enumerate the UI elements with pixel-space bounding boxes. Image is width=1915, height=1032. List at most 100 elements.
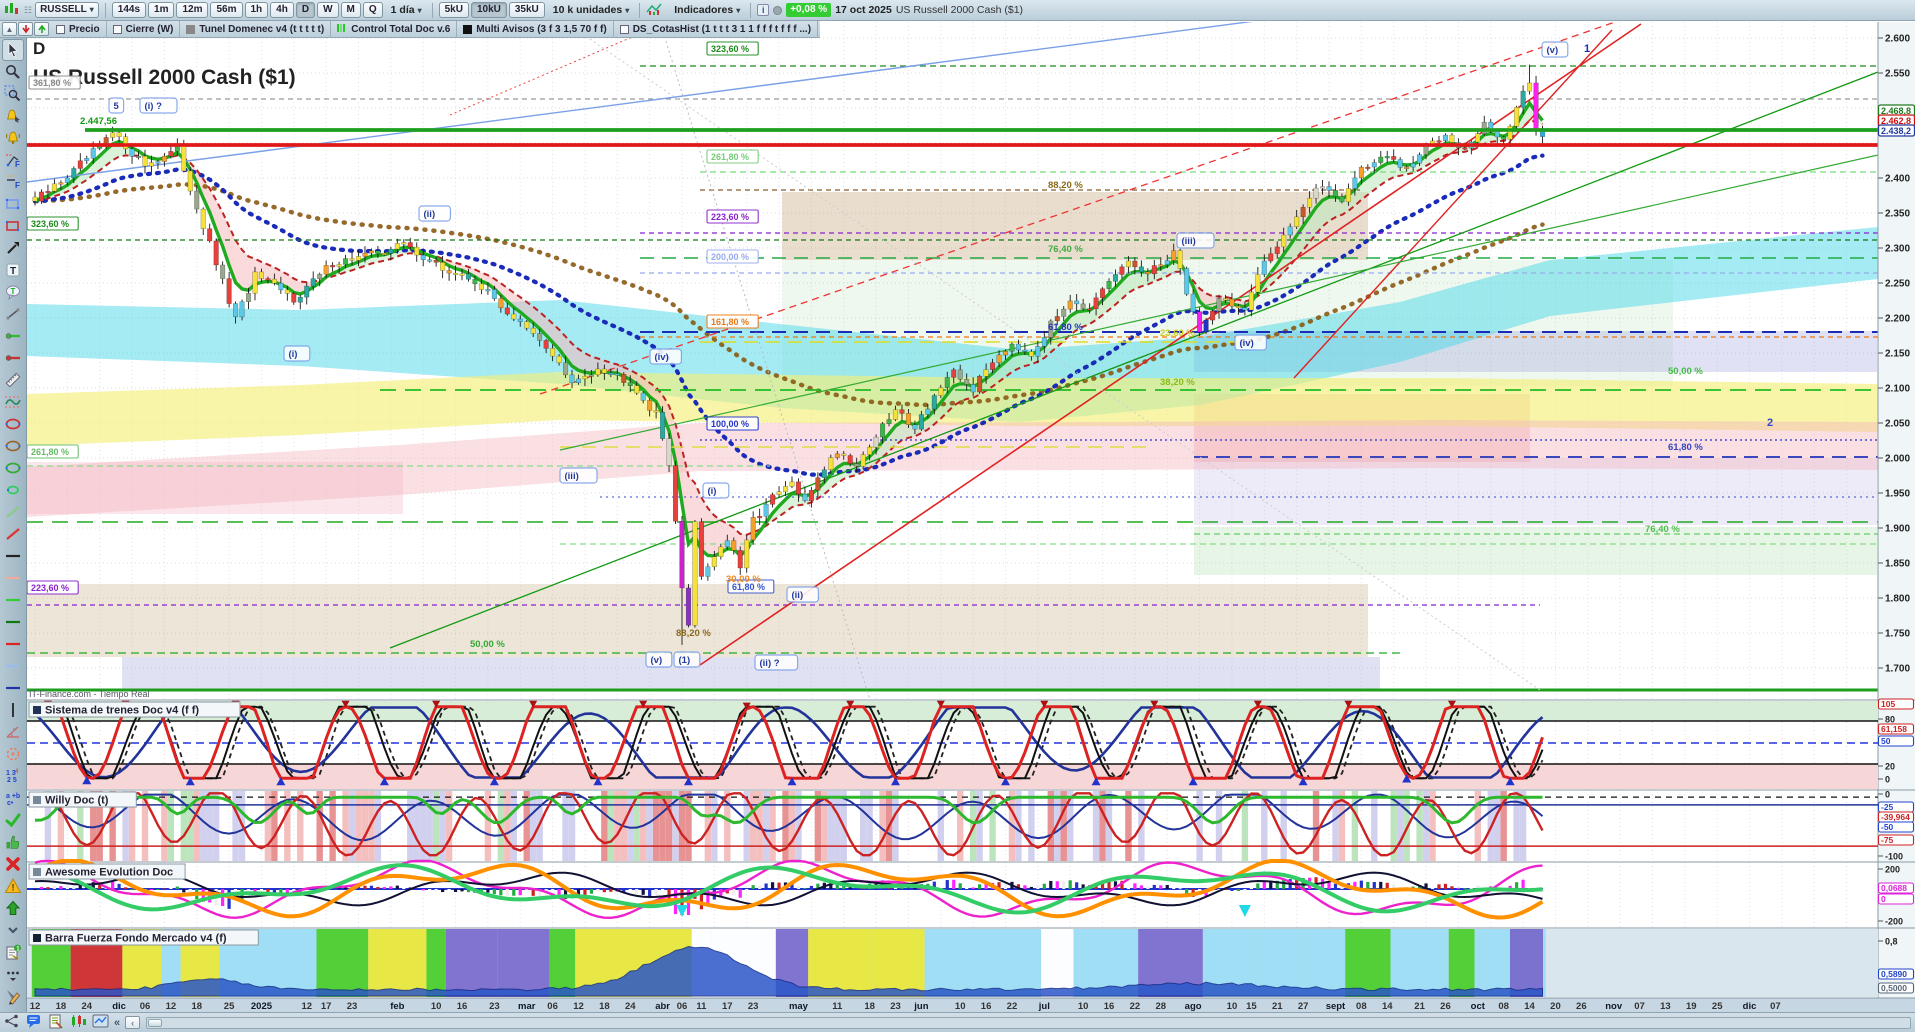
draw-tool[interactable] xyxy=(2,985,24,1007)
wave-label[interactable]: (ii) xyxy=(786,586,819,603)
fib-label[interactable]: 261,80 % xyxy=(27,444,79,459)
checkbox-icon[interactable] xyxy=(56,24,65,34)
callout-tool[interactable]: T xyxy=(2,281,24,303)
notes-tool[interactable]: 1 xyxy=(2,941,24,963)
wave-label[interactable]: 5 xyxy=(108,97,125,114)
timeframe-button-1h[interactable]: 1h xyxy=(244,2,269,18)
unit-button-35ku[interactable]: 35kU xyxy=(508,2,545,18)
wave-label[interactable]: (iii) xyxy=(559,467,598,484)
curve-tool[interactable] xyxy=(2,391,24,413)
units-dropdown[interactable]: 10 k unidades ▾ xyxy=(549,4,633,16)
timeframe-button-w[interactable]: W xyxy=(317,2,339,18)
fib-label[interactable]: 361,80 % xyxy=(28,75,81,90)
horizontal-scrollbar[interactable] xyxy=(146,1016,1911,1029)
like-tool[interactable] xyxy=(2,831,24,853)
fib-circle-tool[interactable] xyxy=(2,743,24,765)
unit-button-10ku[interactable]: 10kU xyxy=(470,2,507,18)
timeframe-button-d[interactable]: D xyxy=(295,2,316,18)
info-icon[interactable]: i xyxy=(757,4,770,16)
hline-navy-tool[interactable] xyxy=(2,677,24,699)
indicators-dropdown[interactable]: Indicadores ▾ xyxy=(670,4,744,16)
share-icon[interactable] xyxy=(4,1014,21,1032)
timeframe-button-12m[interactable]: 12m xyxy=(176,2,209,18)
hline-darkgreen-tool[interactable] xyxy=(2,611,24,633)
checkbox-icon[interactable] xyxy=(619,24,629,34)
wave-label[interactable]: (i) ? xyxy=(139,97,178,114)
collapse-panel-button[interactable]: ▲ xyxy=(2,22,17,36)
warning-tool[interactable]: ! xyxy=(2,875,24,897)
fib-label[interactable]: 223,60 % xyxy=(706,209,759,224)
fib-label[interactable]: 100,00 % xyxy=(706,416,759,431)
indicator-toggle-2[interactable]: Tunel Domenec v4 (t t t t t) xyxy=(180,20,332,38)
segment-tool[interactable] xyxy=(2,303,24,325)
chart-canvas[interactable]: D US Russell 2000 Cash ($1) IT-Finance.com… xyxy=(27,22,1915,1012)
elliott-letters-tool[interactable]: a +b c• xyxy=(2,787,24,809)
wave-label[interactable]: (ii) xyxy=(418,205,451,222)
trendline-red-tool[interactable] xyxy=(2,523,24,545)
alarm-tool[interactable] xyxy=(2,127,24,149)
ellipse-green-tool[interactable] xyxy=(2,457,24,479)
indicator-toggle-4[interactable]: Multi Avisos (3 f 3 1,5 70 f f) xyxy=(457,20,614,38)
indicator-f1-tool[interactable]: F xyxy=(2,149,24,171)
arrow-tool[interactable] xyxy=(2,237,24,259)
more-tool[interactable] xyxy=(2,963,24,985)
wave-label[interactable]: (ii) ? xyxy=(754,654,799,671)
ellipse-red-tool[interactable] xyxy=(2,413,24,435)
wave-label[interactable]: (v) xyxy=(645,651,673,668)
symbol-dropdown[interactable]: RUSSELL ▾ xyxy=(35,2,99,18)
cursor-tool[interactable] xyxy=(2,39,24,61)
vline-tool[interactable] xyxy=(2,699,24,721)
fib-label[interactable]: 261,80 % xyxy=(706,149,759,164)
hline-green-handle-tool[interactable] xyxy=(2,325,24,347)
ruler-tool[interactable] xyxy=(2,369,24,391)
fib-label[interactable]: 200,00 % xyxy=(706,249,759,264)
collapse-tool[interactable] xyxy=(2,919,24,941)
angle-tool[interactable]: ° xyxy=(2,721,24,743)
hline-green-tool[interactable] xyxy=(2,589,24,611)
chart-window-icon[interactable] xyxy=(92,1014,109,1032)
wave-label[interactable]: (iv) xyxy=(1234,334,1267,351)
hline-red-tool[interactable] xyxy=(2,633,24,655)
price-axis[interactable]: 2.6002.5502.5002.4002.3502.3002.2502.200… xyxy=(1877,22,1915,1012)
panel-header[interactable]: Willy Doc (t) xyxy=(28,791,137,808)
add-down-button[interactable] xyxy=(18,22,33,36)
timeframe-button-1m[interactable]: 1m xyxy=(148,2,175,18)
ellipse-small-green-tool[interactable] xyxy=(2,479,24,501)
fib-label[interactable]: 61,80 % xyxy=(727,579,775,594)
collapse-left-button[interactable]: « xyxy=(114,1016,121,1029)
date-axis[interactable]: 12 18 24 dic 06 12 18 25 2025 12 17 23 feb 10 16 23 mar 0… xyxy=(27,997,1915,1012)
scrollbar-thumb[interactable] xyxy=(148,1018,163,1027)
indicator-toggle-0[interactable]: Precio xyxy=(50,20,107,38)
confirm-tool[interactable] xyxy=(2,809,24,831)
checkbox-icon[interactable] xyxy=(112,24,122,34)
wave-label[interactable]: (iv) xyxy=(649,348,682,365)
indicator-toggle-3[interactable]: Control Total Doc v.6 xyxy=(331,20,458,38)
trendline-light-tool[interactable] xyxy=(2,501,24,523)
rect-red-tool[interactable] xyxy=(2,215,24,237)
comment-icon[interactable] xyxy=(26,1014,43,1032)
alarm-pointer-tool[interactable] xyxy=(2,105,24,127)
add-up-button[interactable] xyxy=(34,22,49,36)
hline-black-tool[interactable] xyxy=(2,545,24,567)
wave-label[interactable]: (iii) xyxy=(1176,232,1215,249)
timeframe-button-144s[interactable]: 144s xyxy=(111,2,147,18)
timeframe-button-4h[interactable]: 4h xyxy=(270,2,294,18)
wave-label[interactable]: (i) xyxy=(283,345,311,362)
ellipse-brown-tool[interactable] xyxy=(2,435,24,457)
unit-button-5ku[interactable]: 5kU xyxy=(438,2,469,18)
panel-header[interactable]: Barra Fuerza Fondo Mercado v4 (f) xyxy=(28,929,259,946)
arrow-up-tool[interactable] xyxy=(2,897,24,919)
rect-blue-tool[interactable] xyxy=(2,193,24,215)
indicator-toggle-5[interactable]: DS_CotasHist (1 t t t 3 1 1 f f f t f f … xyxy=(614,20,819,38)
wave-label[interactable]: (1) xyxy=(673,651,701,668)
hline-pink-tool[interactable] xyxy=(2,567,24,589)
candles-icon[interactable] xyxy=(70,1014,87,1032)
fib-label[interactable]: 323,60 % xyxy=(27,216,79,231)
indicator-toggle-1[interactable]: Cierre (W) xyxy=(107,20,181,38)
wave-label[interactable]: (v) xyxy=(1541,41,1569,58)
period-dropdown[interactable]: 1 día ▾ xyxy=(387,4,426,16)
timeframe-button-q[interactable]: Q xyxy=(362,2,383,18)
zoom-area-tool[interactable] xyxy=(2,83,24,105)
hline-red-handle-tool[interactable] xyxy=(2,347,24,369)
fib-label[interactable]: 223,60 % xyxy=(27,580,79,595)
